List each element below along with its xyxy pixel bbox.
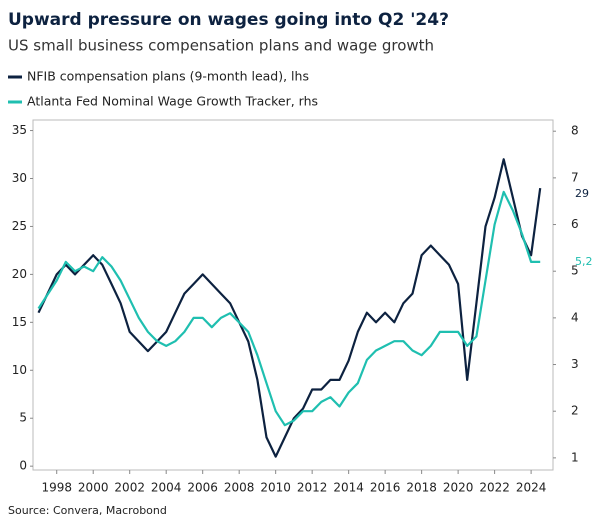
y2-tick-label: 8 [571, 124, 579, 138]
plot-frame [32, 119, 554, 471]
y2-tick-label: 5 [571, 264, 579, 278]
chart-subtitle: US small business compensation plans and… [8, 37, 434, 55]
x-tick-label: 2022 [479, 481, 510, 495]
series-line [37, 190, 541, 427]
y2-tick-label: 3 [571, 357, 579, 371]
y2-tick-label: 6 [571, 217, 579, 231]
y-tick-label: 30 [12, 171, 27, 185]
series-line [37, 158, 542, 458]
x-tick-label: 2002 [114, 481, 145, 495]
x-tick-label: 2018 [406, 481, 437, 495]
y-tick-label: 10 [12, 363, 27, 377]
x-tick-label: 2008 [224, 481, 255, 495]
y2-tick-label: 1 [571, 450, 579, 464]
y-tick-label: 25 [12, 219, 27, 233]
end-label: 5,2 [575, 255, 593, 268]
x-tick-label: 2024 [516, 481, 547, 495]
y2-tick-label: 2 [571, 404, 579, 418]
x-tick-label: 2004 [151, 481, 182, 495]
y-tick-label: 15 [12, 315, 27, 329]
x-tick-label: 2012 [297, 481, 328, 495]
chart-title: Upward pressure on wages going into Q2 '… [8, 10, 449, 30]
x-tick-label: 2006 [187, 481, 218, 495]
x-tick-label: 2010 [260, 481, 291, 495]
x-tick-label: 2014 [333, 481, 364, 495]
x-tick-label: 2000 [78, 481, 109, 495]
x-tick-label: 2016 [370, 481, 401, 495]
y-tick-label: 0 [19, 459, 27, 473]
y-tick-label: 5 [19, 411, 27, 425]
legend-label: NFIB compensation plans (9-month lead), … [27, 69, 309, 84]
x-tick-label: 1998 [41, 481, 72, 495]
source: Source: Convera, Macrobond [8, 504, 167, 517]
y-tick-label: 20 [12, 267, 27, 281]
end-label: 29 [575, 187, 589, 200]
y2-tick-label: 7 [571, 170, 579, 184]
y-tick-label: 35 [12, 123, 27, 137]
x-tick-label: 2020 [443, 481, 474, 495]
y2-tick-label: 4 [571, 310, 579, 324]
legend-label: Atlanta Fed Nominal Wage Growth Tracker,… [27, 94, 318, 109]
